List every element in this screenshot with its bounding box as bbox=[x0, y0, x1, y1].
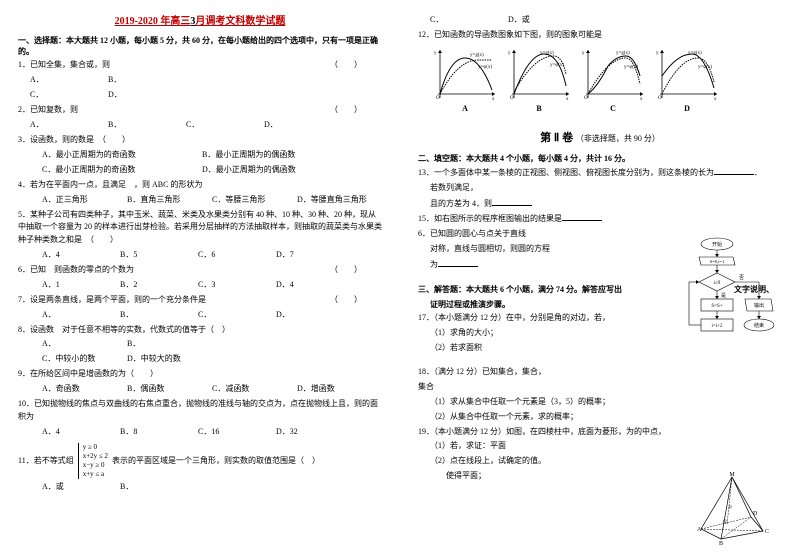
q6-opts: A．1 B．2 C．3 D．4 bbox=[30, 279, 382, 290]
q8: 8．设函数 对于任意不相等的实数，代数式的值等于（ ） bbox=[18, 324, 382, 337]
exam-page: 2019-2020 年高三3月调考文科数学试题 一、选择题：本大题共 12 小题… bbox=[0, 0, 800, 554]
svg-text:y: y bbox=[434, 51, 437, 56]
svg-text:输出: 输出 bbox=[754, 302, 764, 309]
svg-text:y=g(x): y=g(x) bbox=[616, 51, 630, 56]
q9-opts: A．奇函数 B．偶函数 C．减函数 D．增函数 bbox=[30, 383, 382, 394]
q7-opts: A． B． C． D． bbox=[30, 309, 382, 320]
svg-text:O: O bbox=[584, 96, 588, 101]
svg-text:y=φ(x): y=φ(x) bbox=[698, 65, 712, 70]
part2-heading: 第 Ⅱ 卷 （非选择题，共 90 分） bbox=[418, 129, 782, 145]
svg-text:y=g(x): y=g(x) bbox=[540, 51, 554, 56]
q3: 3．设函数，则的数是 （ ） bbox=[18, 134, 382, 147]
q11-opts-left: A．或 B． bbox=[30, 481, 382, 492]
svg-text:y=φ(x): y=φ(x) bbox=[624, 65, 638, 70]
q5: 5．某种子公司有四类种子，其中玉米、蔬菜、米类及水果类分别有 40 种、10 种… bbox=[18, 209, 382, 247]
svg-text:x: x bbox=[566, 97, 569, 102]
svg-text:y=φ(x): y=φ(x) bbox=[478, 65, 492, 70]
q18-2: （2）从集合中任取一个元素，求的概率； bbox=[418, 411, 782, 424]
graph-b: y=g(x) y=φ(x) O x y B bbox=[504, 46, 574, 113]
q14a: 若数列满足， bbox=[418, 182, 782, 195]
q14b: 且的方差为 4．则 bbox=[418, 197, 782, 211]
q7: 7．设是两条直线，是两个平面，则的一个充分条件是（ ） bbox=[18, 294, 382, 307]
svg-text:A: A bbox=[697, 527, 702, 533]
q10-opts: A．4 B．8 C．16 D．32 bbox=[30, 426, 382, 437]
left-column: 2019-2020 年高三3月调考文科数学试题 一、选择题：本大题共 12 小题… bbox=[0, 0, 400, 554]
q13: 13．一个多面体中某一条棱的正视图、侧视图、俯视图长度分别为，则这条棱的长为． bbox=[418, 166, 782, 180]
svg-text:开始: 开始 bbox=[712, 241, 722, 248]
q1-opts: A． B． bbox=[30, 74, 382, 85]
q19: 19．（本小题满分 12 分）如图，在四棱柱中，底面为菱形，为的中点， bbox=[418, 426, 782, 439]
title-red-1: 2019-2020 年高三 bbox=[115, 16, 191, 27]
svg-text:y: y bbox=[508, 51, 511, 56]
svg-text:i=i+2: i=i+2 bbox=[712, 324, 723, 329]
svg-text:x: x bbox=[714, 97, 717, 102]
svg-text:结束: 结束 bbox=[754, 322, 764, 329]
svg-text:M: M bbox=[729, 472, 735, 478]
title-red-2: 月调考文科数学试题 bbox=[195, 16, 285, 27]
svg-text:D: D bbox=[753, 511, 758, 517]
q4-opts: A．正三角形 B．直角三角形 C．等腰三角形 D．等腰直角三角形 bbox=[30, 194, 382, 205]
svg-text:x: x bbox=[492, 97, 495, 102]
q11: 11．若不等式组 y ≥ 0 x+2y ≤ 2 x−y ≥ 0 x+y ≤ a … bbox=[18, 443, 382, 479]
q5-opts: A．4 B．5 C．6 D．7 bbox=[30, 249, 382, 260]
q15: 15．如右图所示的程序框图输出的结果是 bbox=[418, 212, 782, 226]
q18-1: （1）求从集合中任取一个元素是（3，5）的概率； bbox=[418, 396, 782, 409]
svg-text:O: O bbox=[436, 96, 440, 101]
q12: 12．已知函数的导函数图象如下图，则的图象可能是 bbox=[418, 29, 782, 42]
right-column: C． D．或 12．已知函数的导函数图象如下图，则的图象可能是 y=g(x) y… bbox=[400, 0, 800, 554]
q4: 4．若为在平面内一点，且满足 ，则 ABC 的形状为 bbox=[18, 179, 382, 192]
q1: 1．已知全集，集合或，则（ ） bbox=[18, 59, 382, 72]
svg-text:否: 否 bbox=[739, 275, 744, 281]
q2: 2．已知复数，则（ ） bbox=[18, 104, 382, 117]
svg-text:x: x bbox=[640, 97, 643, 102]
svg-text:y=g(x): y=g(x) bbox=[688, 51, 702, 56]
graph-c: y=g(x) y=φ(x) O x y C bbox=[578, 46, 648, 113]
exam-title: 2019-2020 年高三3月调考文科数学试题 bbox=[18, 12, 382, 27]
svg-text:B: B bbox=[719, 541, 723, 546]
svg-text:O: O bbox=[658, 96, 662, 101]
svg-text:y: y bbox=[582, 51, 585, 56]
svg-text:P: P bbox=[729, 506, 732, 511]
svg-text:y=g(x): y=g(x) bbox=[470, 53, 484, 58]
q3-opts: A．最小正周期为的奇函数 B．最小正周期为的偶函数 bbox=[30, 149, 382, 160]
graph-d: y=g(x) y=φ(x) O x y D bbox=[652, 46, 722, 113]
q2-opts: A． B． C． D． bbox=[30, 119, 382, 130]
svg-text:O: O bbox=[510, 96, 514, 101]
section2-header: 二、填空题：本大题共 4 个小题，每小题 4 分，共计 16 分。 bbox=[418, 153, 782, 164]
q6: 6．已知 则函数的零点的个数为（ ） bbox=[18, 264, 382, 277]
svg-text:i≤9: i≤9 bbox=[714, 281, 721, 286]
q19-1: （1）若，求证：平面 bbox=[418, 440, 782, 453]
svg-text:S=S+: S=S+ bbox=[711, 304, 722, 309]
q10: 10．已知抛物线的焦点与双曲线的右焦点重合，抛物线的准线与轴的交点为，点在抛物线… bbox=[18, 398, 382, 424]
q9: 9．在所给区间中是增函数的为（ ） bbox=[18, 368, 382, 381]
geometry-figure: M A B C D Q P bbox=[687, 471, 782, 546]
q8-opts: A． B． bbox=[30, 338, 382, 349]
graph-a: y=g(x) y=φ(x) O x y A bbox=[430, 46, 500, 113]
q19-2: （2）点在线段上，试确定的值。 bbox=[418, 455, 782, 468]
svg-text:y=φ(x): y=φ(x) bbox=[550, 63, 564, 68]
constraint-system: y ≥ 0 x+2y ≤ 2 x−y ≥ 0 x+y ≤ a bbox=[78, 443, 108, 479]
svg-text:Q: Q bbox=[723, 520, 727, 525]
flowchart-diagram: 开始 S=0,i=1 i≤9 是 否 S=S+ i=i+2 bbox=[677, 235, 782, 385]
svg-text:C: C bbox=[765, 529, 769, 535]
q12-graphs: y=g(x) y=φ(x) O x y A bbox=[430, 46, 782, 113]
q11-opts-right: C． D．或 bbox=[430, 14, 782, 25]
svg-text:是: 是 bbox=[721, 293, 726, 299]
section1-header: 一、选择题：本大题共 12 小题，每小题 5 分，共 60 分，在每小题给出的四… bbox=[18, 35, 382, 57]
svg-text:y: y bbox=[656, 51, 659, 56]
